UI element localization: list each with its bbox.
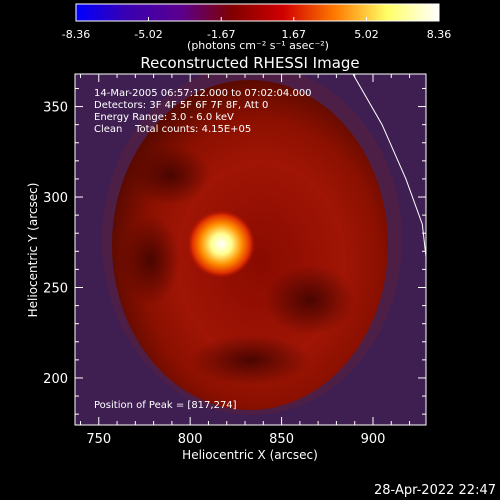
y-tick-label: 250 bbox=[43, 281, 68, 296]
x-tick-label: 800 bbox=[178, 432, 203, 447]
y-axis-label: Heliocentric Y (arcsec) bbox=[26, 183, 40, 318]
colorbar-tick-label: 5.02 bbox=[354, 28, 379, 41]
colorbar-tick-label: -5.02 bbox=[134, 28, 162, 41]
annotation-counts: Clean Total counts: 4.15E+05 bbox=[94, 124, 251, 135]
colorbar-ticks: -8.36 -5.02 -1.67 1.67 5.02 8.36 bbox=[62, 17, 451, 41]
x-tick-label: 750 bbox=[86, 432, 111, 447]
y-tick-label: 200 bbox=[43, 372, 68, 387]
annotation-block: 14-Mar-2005 06:57:12.000 to 07:02:04.000… bbox=[94, 88, 312, 135]
x-axis-label: Heliocentric X (arcsec) bbox=[182, 448, 318, 462]
y-tick-label: 300 bbox=[43, 191, 68, 206]
colorbar-tick-label: -8.36 bbox=[62, 28, 90, 41]
axis-ticks: 750 800 850 900 200 250 300 350 bbox=[43, 74, 426, 447]
annotation-time: 14-Mar-2005 06:57:12.000 to 07:02:04.000 bbox=[94, 88, 312, 99]
colorbar bbox=[76, 4, 439, 21]
annotation-detectors: Detectors: 3F 4F 5F 6F 7F 8F, Att 0 bbox=[94, 100, 268, 111]
footer-date: 28-Apr-2022 22:47 bbox=[374, 483, 496, 498]
y-tick-label: 350 bbox=[43, 101, 68, 116]
x-tick-label: 850 bbox=[269, 432, 294, 447]
solar-limb-curve bbox=[352, 74, 426, 262]
colorbar-tick-label: -1.67 bbox=[207, 28, 235, 41]
colorbar-tick-label: 8.36 bbox=[427, 28, 452, 41]
colorbar-tick-label: 1.67 bbox=[282, 28, 307, 41]
annotation-energy: Energy Range: 3.0 - 6.0 keV bbox=[94, 112, 234, 123]
peak-emission bbox=[187, 210, 256, 279]
plot-frame bbox=[74, 73, 427, 426]
image-area bbox=[75, 74, 426, 425]
chart-title: Reconstructed RHESSI Image bbox=[140, 54, 359, 72]
colorbar-frame bbox=[75, 3, 440, 22]
x-tick-label: 900 bbox=[361, 432, 386, 447]
colorbar-units-label: (photons cm⁻² s⁻¹ asec⁻²) bbox=[187, 39, 329, 52]
peak-position-label: Position of Peak = [817,274] bbox=[94, 400, 237, 411]
